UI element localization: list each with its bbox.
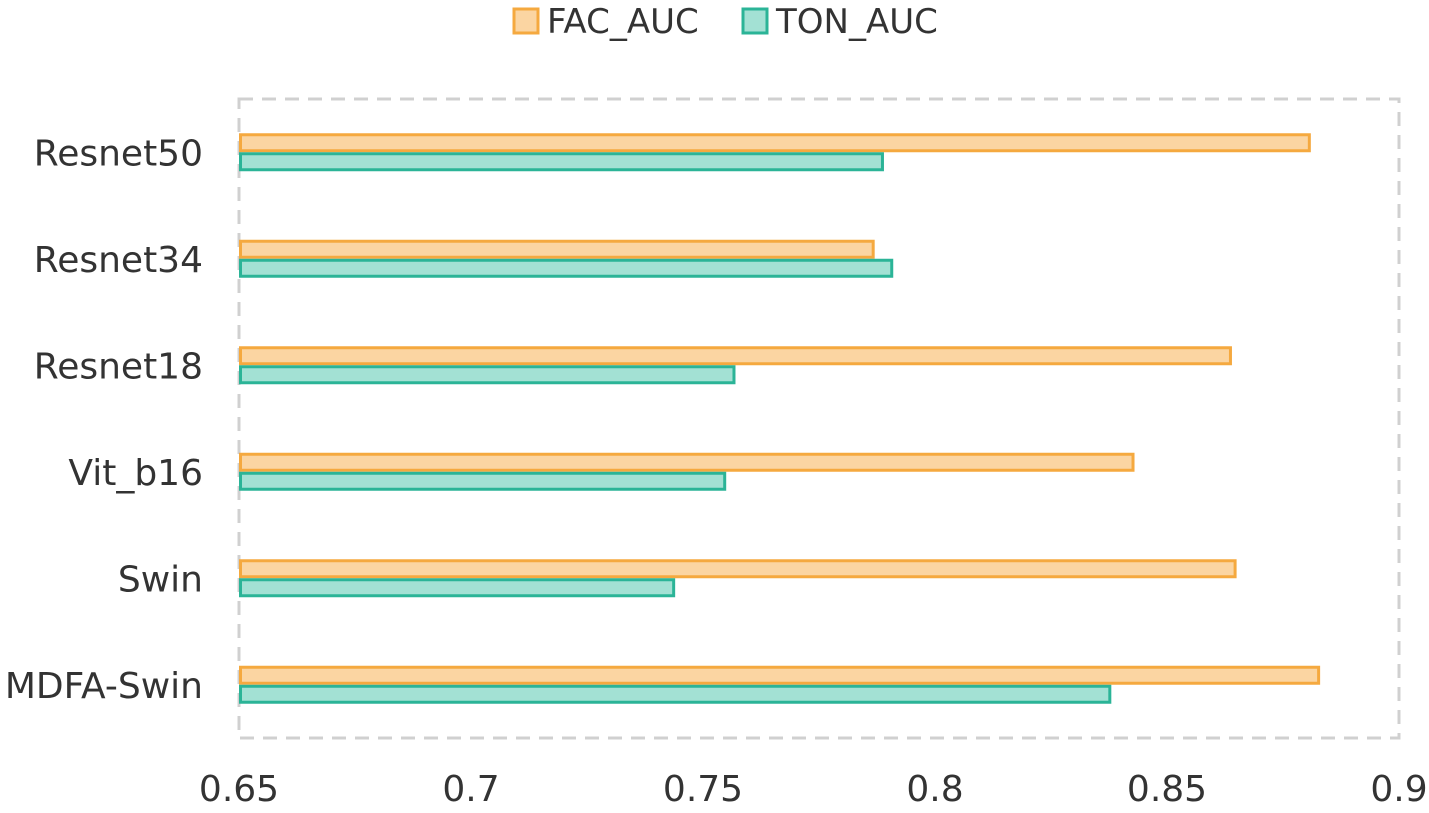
category-label: Resnet18	[34, 346, 203, 387]
x-tick-label: 0.75	[663, 769, 743, 809]
category-label: Resnet34	[34, 240, 203, 281]
legend-label-fac-auc: FAC_AUC	[547, 2, 699, 42]
bar-ton-auc-resnet50	[239, 152, 884, 172]
category-label: Resnet50	[34, 133, 203, 174]
legend-swatch-ton-auc	[741, 7, 769, 35]
x-tick-label: 0.7	[442, 769, 499, 809]
bar-fac-auc-resnet34	[239, 239, 875, 259]
legend: FAC_AUC TON_AUC	[512, 2, 938, 42]
category-label: MDFA-Swin	[5, 666, 203, 707]
legend-swatch-fac-auc	[512, 7, 540, 35]
bar-fac-auc-vit-b16	[239, 452, 1135, 472]
x-tick-labels: 0.65 0.7 0.75 0.8 0.85 0.9	[199, 769, 1428, 810]
bar-fac-auc-resnet50	[239, 133, 1311, 153]
bar-ton-auc-vit-b16	[239, 471, 727, 491]
bar-ton-auc-swin	[239, 578, 676, 598]
x-tick-label: 0.85	[1127, 769, 1207, 809]
bars-group	[239, 133, 1321, 704]
category-label: Vit_b16	[68, 453, 203, 494]
bar-fac-auc-resnet18	[239, 346, 1232, 366]
bar-fac-auc-mdfa-swin	[239, 665, 1321, 685]
bar-ton-auc-mdfa-swin	[239, 684, 1112, 704]
plot-area-frame	[237, 97, 1401, 740]
x-tick-label: 0.9	[1370, 769, 1427, 809]
bar-ton-auc-resnet18	[239, 365, 736, 385]
x-tick-label: 0.65	[199, 769, 279, 809]
x-tick-label: 0.8	[906, 769, 963, 809]
category-label: Swin	[118, 559, 203, 600]
bar-fac-auc-swin	[239, 559, 1237, 579]
bar-ton-auc-resnet34	[239, 258, 894, 278]
legend-label-ton-auc: TON_AUC	[775, 2, 938, 42]
category-labels: Resnet50 Resnet34 Resnet18 Vit_b16 Swin MDFA-…	[5, 133, 203, 707]
